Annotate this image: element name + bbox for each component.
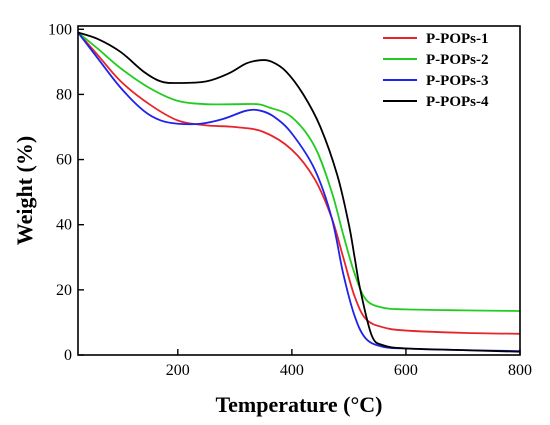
y-axis-title: Weight (%) <box>12 136 37 245</box>
x-tick-label: 800 <box>508 362 532 379</box>
legend: P-POPs-1 P-POPs-2 P-POPs-3 P-POPs-4 <box>383 31 489 110</box>
y-tick-label: 80 <box>56 86 72 103</box>
x-tick-label: 600 <box>394 362 418 379</box>
x-tick-label: 200 <box>166 362 190 379</box>
plot-frame <box>77 25 521 356</box>
legend-label-4: P-POPs-4 <box>426 94 489 110</box>
legend-label-3: P-POPs-3 <box>426 73 488 89</box>
x-axis-title: Temperature (°C) <box>215 392 382 417</box>
y-tick-label: 0 <box>64 347 72 364</box>
y-tick-label: 100 <box>48 21 72 38</box>
legend-label-1: P-POPs-1 <box>426 31 488 47</box>
legend-label-2: P-POPs-2 <box>426 52 488 68</box>
plot-area <box>77 31 521 353</box>
series-line-2 <box>77 31 521 312</box>
y-tick-label: 60 <box>56 152 72 169</box>
series-line-4 <box>77 31 521 353</box>
x-tick-label: 400 <box>280 362 304 379</box>
y-tick-label: 20 <box>56 282 72 299</box>
y-tick-label: 40 <box>56 217 72 234</box>
series-line-1 <box>77 31 521 335</box>
series-line-3 <box>77 31 521 352</box>
